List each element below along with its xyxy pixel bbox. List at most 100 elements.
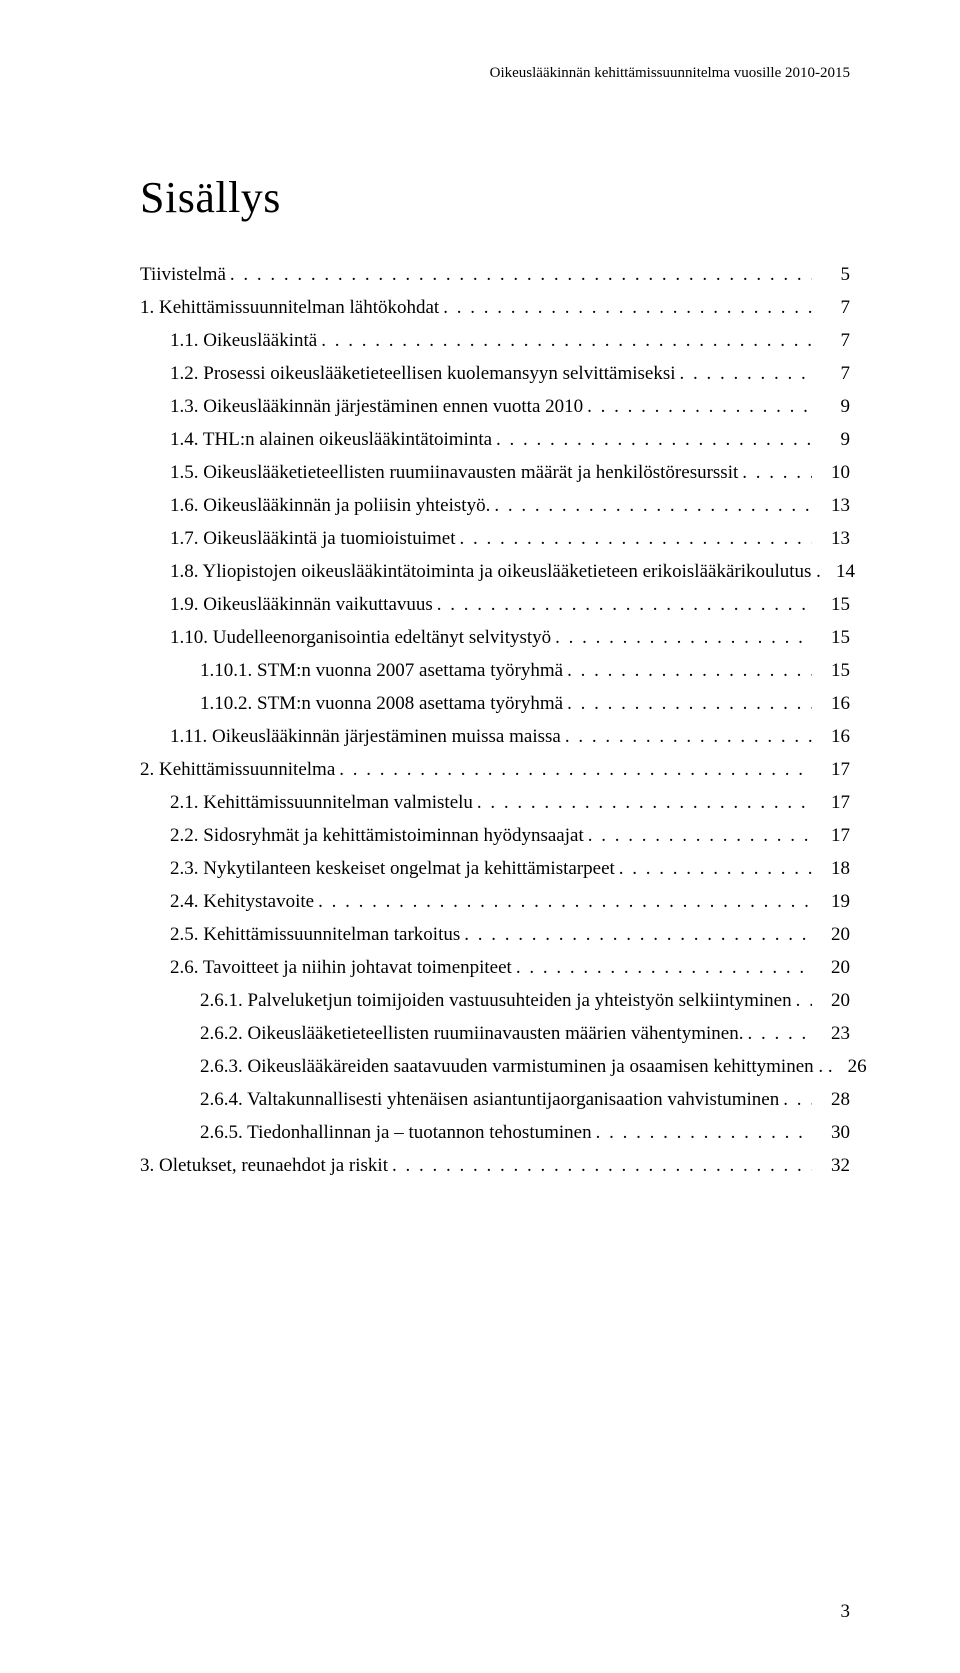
toc-row: 1.4. THL:n alainen oikeuslääkintätoimint…	[140, 430, 850, 449]
toc-entry-label: 1. Kehittämissuunnitelman lähtökohdat	[140, 298, 439, 317]
toc-entry-label: 2.6.5. Tiedonhallinnan ja – tuotannon te…	[200, 1123, 592, 1142]
toc-row: 2.5. Kehittämissuunnitelman tarkoitus 20	[140, 925, 850, 944]
toc-leader-dots	[477, 793, 812, 812]
toc-entry-label: 1.4. THL:n alainen oikeuslääkintätoimint…	[170, 430, 492, 449]
toc-row: 2.2. Sidosryhmät ja kehittämistoiminnan …	[140, 826, 850, 845]
toc-row: 2.6.5. Tiedonhallinnan ja – tuotannon te…	[140, 1123, 850, 1142]
toc-entry-label: 1.6. Oikeuslääkinnän ja poliisin yhteist…	[170, 496, 490, 515]
toc-entry-page: 20	[816, 991, 850, 1010]
toc-entry-label: 1.1. Oikeuslääkintä	[170, 331, 317, 350]
toc-entry-page: 9	[816, 430, 850, 449]
toc-entry-page: 23	[816, 1024, 850, 1043]
toc-leader-dots	[783, 1090, 812, 1109]
toc-row: 1.10. Uudelleenorganisointia edeltänyt s…	[140, 628, 850, 647]
toc-row: 1.5. Oikeuslääketieteellisten ruumiinava…	[140, 463, 850, 482]
toc-entry-label: 3. Oletukset, reunaehdot ja riskit	[140, 1156, 388, 1175]
toc-entry-label: 2.1. Kehittämissuunnitelman valmistelu	[170, 793, 473, 812]
toc-row: 2.4. Kehitystavoite19	[140, 892, 850, 911]
page-container: Oikeuslääkinnän kehittämissuunnitelma vu…	[0, 0, 960, 1673]
toc-entry-page: 17	[816, 826, 850, 845]
toc-leader-dots	[516, 958, 812, 977]
toc-leader-dots	[321, 331, 812, 350]
toc-row: 1.8. Yliopistojen oikeuslääkintätoiminta…	[140, 562, 850, 581]
toc-entry-page: 26	[833, 1057, 867, 1076]
toc-entry-page: 16	[816, 727, 850, 746]
toc-entry-page: 7	[816, 298, 850, 317]
toc-row: 1.11. Oikeuslääkinnän järjestäminen muis…	[140, 727, 850, 746]
toc-row: Tiivistelmä5	[140, 265, 850, 284]
toc-entry-page: 13	[816, 496, 850, 515]
toc-entry-page: 17	[816, 760, 850, 779]
doc-title: Sisällys	[140, 172, 850, 223]
toc-row: 2.1. Kehittämissuunnitelman valmistelu 17	[140, 793, 850, 812]
toc-row: 3. Oletukset, reunaehdot ja riskit 32	[140, 1156, 850, 1175]
toc-entry-page: 20	[816, 958, 850, 977]
toc-entry-label: 2.4. Kehitystavoite	[170, 892, 314, 911]
toc-leader-dots	[464, 925, 812, 944]
toc-entry-page: 18	[816, 859, 850, 878]
toc-entry-label: 2.6.4. Valtakunnallisesti yhtenäisen asi…	[200, 1090, 779, 1109]
toc-entry-page: 17	[816, 793, 850, 812]
toc-leader-dots	[230, 265, 812, 284]
toc-row: 2.6.3. Oikeuslääkäreiden saatavuuden var…	[140, 1057, 850, 1076]
toc-row: 1.3. Oikeuslääkinnän järjestäminen ennen…	[140, 397, 850, 416]
toc-leader-dots	[565, 727, 812, 746]
toc-leader-dots	[443, 298, 812, 317]
toc-entry-label: 1.8. Yliopistojen oikeuslääkintätoiminta…	[170, 562, 821, 581]
toc-row: 2.6.2. Oikeuslääketieteellisten ruumiina…	[140, 1024, 850, 1043]
toc-row: 2.6.1. Palveluketjun toimijoiden vastuus…	[140, 991, 850, 1010]
toc-leader-dots	[796, 991, 812, 1010]
toc-entry-label: 1.3. Oikeuslääkinnän järjestäminen ennen…	[170, 397, 583, 416]
toc-entry-label: 2.3. Nykytilanteen keskeiset ongelmat ja…	[170, 859, 615, 878]
toc-row: 1. Kehittämissuunnitelman lähtökohdat 7	[140, 298, 850, 317]
toc-leader-dots	[619, 859, 812, 878]
toc-entry-page: 32	[816, 1156, 850, 1175]
toc-entry-page: 30	[816, 1123, 850, 1142]
toc-entry-label: 1.10.2. STM:n vuonna 2008 asettama työry…	[200, 694, 563, 713]
toc-entry-page: 10	[816, 463, 850, 482]
toc-leader-dots	[596, 1123, 812, 1142]
toc-leader-dots	[588, 826, 812, 845]
toc-entry-label: 2.6. Tavoitteet ja niihin johtavat toime…	[170, 958, 512, 977]
toc-entry-label: 1.10. Uudelleenorganisointia edeltänyt s…	[170, 628, 551, 647]
toc-row: 1.1. Oikeuslääkintä 7	[140, 331, 850, 350]
toc-entry-page: 14	[821, 562, 855, 581]
toc-row: 2. Kehittämissuunnitelma 17	[140, 760, 850, 779]
toc-entry-label: 2.5. Kehittämissuunnitelman tarkoitus	[170, 925, 460, 944]
toc-row: 2.6. Tavoitteet ja niihin johtavat toime…	[140, 958, 850, 977]
toc-row: 1.2. Prosessi oikeuslääketieteellisen ku…	[140, 364, 850, 383]
toc-leader-dots	[459, 529, 812, 548]
toc-entry-label: 1.11. Oikeuslääkinnän järjestäminen muis…	[170, 727, 561, 746]
toc-entry-page: 20	[816, 925, 850, 944]
toc-entry-page: 7	[816, 331, 850, 350]
table-of-contents: Tiivistelmä5 1. Kehittämissuunnitelman lä…	[140, 265, 850, 1175]
toc-leader-dots	[747, 1024, 812, 1043]
toc-entry-label: 2. Kehittämissuunnitelma	[140, 760, 335, 779]
toc-row: 1.10.1. STM:n vuonna 2007 asettama työry…	[140, 661, 850, 680]
toc-leader-dots	[587, 397, 812, 416]
toc-entry-label: 1.2. Prosessi oikeuslääketieteellisen ku…	[170, 364, 676, 383]
toc-row: 1.9. Oikeuslääkinnän vaikuttavuus 15	[140, 595, 850, 614]
toc-leader-dots	[567, 694, 812, 713]
toc-leader-dots	[555, 628, 812, 647]
toc-entry-label: 1.10.1. STM:n vuonna 2007 asettama työry…	[200, 661, 563, 680]
toc-entry-page: 28	[816, 1090, 850, 1109]
toc-entry-page: 9	[816, 397, 850, 416]
toc-leader-dots	[392, 1156, 812, 1175]
toc-entry-label: Tiivistelmä	[140, 265, 226, 284]
toc-leader-dots	[567, 661, 812, 680]
toc-entry-page: 7	[816, 364, 850, 383]
toc-entry-label: 1.9. Oikeuslääkinnän vaikuttavuus	[170, 595, 433, 614]
toc-entry-label: 2.6.3. Oikeuslääkäreiden saatavuuden var…	[200, 1057, 833, 1076]
toc-row: 2.3. Nykytilanteen keskeiset ongelmat ja…	[140, 859, 850, 878]
toc-leader-dots	[437, 595, 812, 614]
toc-entry-page: 15	[816, 595, 850, 614]
toc-leader-dots	[494, 496, 812, 515]
toc-entry-label: 1.7. Oikeuslääkintä ja tuomioistuimet	[170, 529, 455, 548]
toc-row: 1.6. Oikeuslääkinnän ja poliisin yhteist…	[140, 496, 850, 515]
toc-row: 2.6.4. Valtakunnallisesti yhtenäisen asi…	[140, 1090, 850, 1109]
toc-entry-label: 2.6.1. Palveluketjun toimijoiden vastuus…	[200, 991, 792, 1010]
toc-leader-dots	[742, 463, 812, 482]
toc-leader-dots	[318, 892, 812, 911]
page-number: 3	[841, 1601, 851, 1623]
